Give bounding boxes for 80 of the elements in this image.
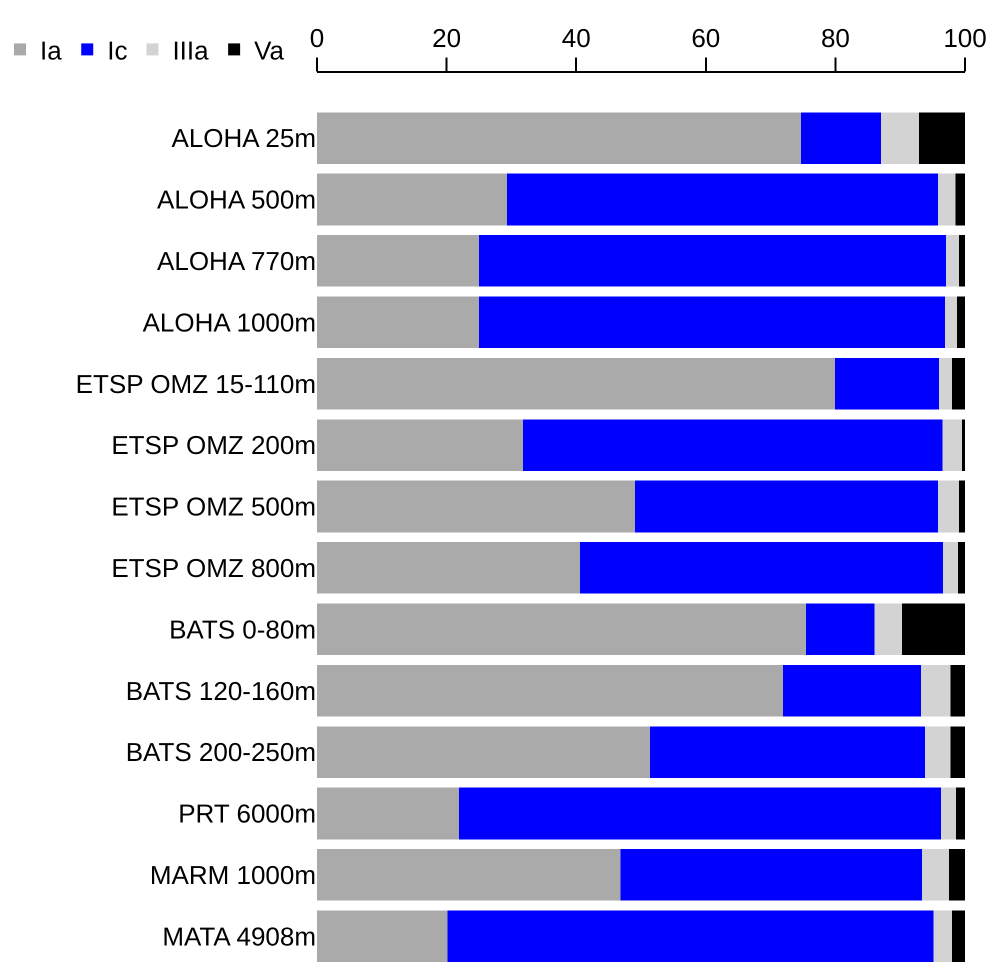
y-tick-label: ETSP OMZ 800m xyxy=(111,552,316,583)
bar xyxy=(959,480,965,532)
bar xyxy=(942,542,958,594)
bar xyxy=(479,235,946,287)
bar xyxy=(523,419,942,471)
bar xyxy=(317,174,507,226)
y-tick-label: ETSP OMZ 15-110m xyxy=(76,368,316,399)
bar xyxy=(952,910,965,962)
bar xyxy=(918,112,965,164)
bar xyxy=(317,296,479,348)
y-tick-label: MATA 4908m xyxy=(162,921,316,952)
bar xyxy=(902,604,965,656)
y-tick-label: ALOHA 1000m xyxy=(142,307,316,338)
bar xyxy=(317,480,636,532)
bar xyxy=(506,174,938,226)
bar xyxy=(458,788,942,840)
x-tick-label: 60 xyxy=(691,22,720,53)
bar xyxy=(955,174,965,226)
y-tick-label: ALOHA 500m xyxy=(157,184,316,215)
bar xyxy=(782,664,921,716)
y-tick-label: PRT 6000m xyxy=(178,798,316,829)
bar xyxy=(948,849,965,901)
legend-label: Va xyxy=(254,36,285,66)
bar xyxy=(933,910,952,962)
bar xyxy=(880,112,919,164)
bar xyxy=(922,849,949,901)
bar xyxy=(874,604,902,656)
bar xyxy=(801,112,881,164)
bar xyxy=(317,542,580,594)
bar xyxy=(962,419,965,471)
bar xyxy=(939,358,952,410)
bar xyxy=(952,358,965,410)
bar xyxy=(956,788,965,840)
bar xyxy=(479,296,945,348)
bar xyxy=(317,358,835,410)
y-tick-label: ALOHA 770m xyxy=(157,246,316,276)
bar xyxy=(317,664,783,716)
x-tick-label: 20 xyxy=(432,22,462,53)
bar xyxy=(950,664,965,716)
bar xyxy=(317,910,448,962)
bar xyxy=(317,235,479,287)
bar xyxy=(317,419,524,471)
bar xyxy=(650,726,925,778)
y-tick-label: ETSP OMZ 200m xyxy=(111,430,316,460)
bar xyxy=(957,296,965,348)
bar xyxy=(580,542,943,594)
bar xyxy=(317,112,802,164)
x-tick-label: 80 xyxy=(820,22,850,53)
bar xyxy=(946,235,960,287)
bar xyxy=(938,174,956,226)
legend-label: Ia xyxy=(40,36,62,66)
bar xyxy=(924,726,951,778)
x-tick-label: 100 xyxy=(943,22,987,53)
y-tick-label: BATS 120-160m xyxy=(126,676,316,706)
bar xyxy=(635,480,938,532)
y-tick-label: MARM 1000m xyxy=(150,860,316,890)
bar xyxy=(806,604,874,656)
bar xyxy=(834,358,940,410)
bar xyxy=(959,235,965,287)
bar xyxy=(317,726,650,778)
bar xyxy=(958,542,965,594)
x-tick-label: 40 xyxy=(562,22,591,53)
legend-label: Ic xyxy=(107,36,128,66)
bar xyxy=(447,910,934,962)
bar xyxy=(950,726,965,778)
bar xyxy=(941,788,956,840)
y-tick-label: ETSP OMZ 500m xyxy=(111,492,316,522)
y-tick-label: BATS 200-250m xyxy=(126,737,316,768)
bar xyxy=(317,604,806,656)
bar xyxy=(317,849,620,901)
bar xyxy=(938,480,960,532)
x-tick-label: 0 xyxy=(310,22,324,53)
y-tick-label: BATS 0-80m xyxy=(169,614,316,644)
bar xyxy=(317,788,459,840)
bar xyxy=(944,296,958,348)
y-tick-label: ALOHA 25m xyxy=(171,123,316,154)
legend-label: IIIa xyxy=(172,36,210,66)
bar xyxy=(942,419,962,471)
bar xyxy=(620,849,922,901)
bar xyxy=(920,664,951,716)
